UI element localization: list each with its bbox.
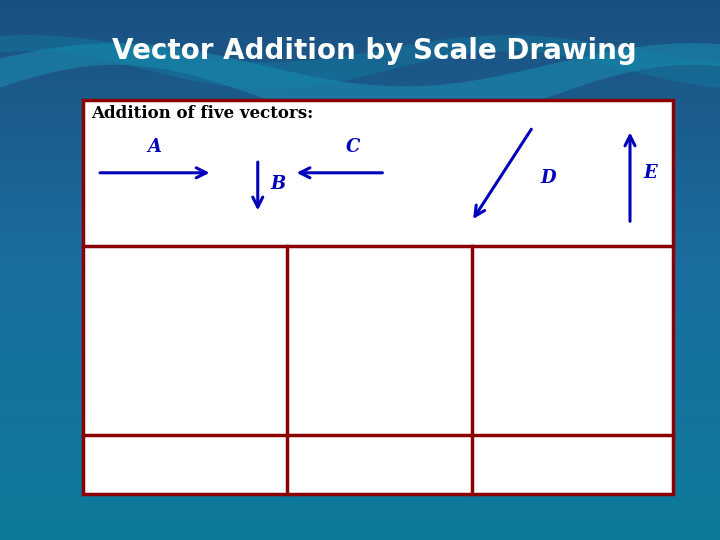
- Text: Vector Addition by Scale Drawing: Vector Addition by Scale Drawing: [112, 37, 636, 65]
- Bar: [83, 100, 673, 494]
- PathPatch shape: [0, 43, 720, 130]
- Text: Addition of five vectors:: Addition of five vectors:: [91, 105, 314, 122]
- Text: B: B: [271, 174, 286, 193]
- Text: E: E: [643, 164, 657, 182]
- Text: A: A: [148, 138, 162, 156]
- PathPatch shape: [0, 35, 720, 89]
- Text: C: C: [346, 138, 360, 156]
- Text: D: D: [540, 169, 556, 187]
